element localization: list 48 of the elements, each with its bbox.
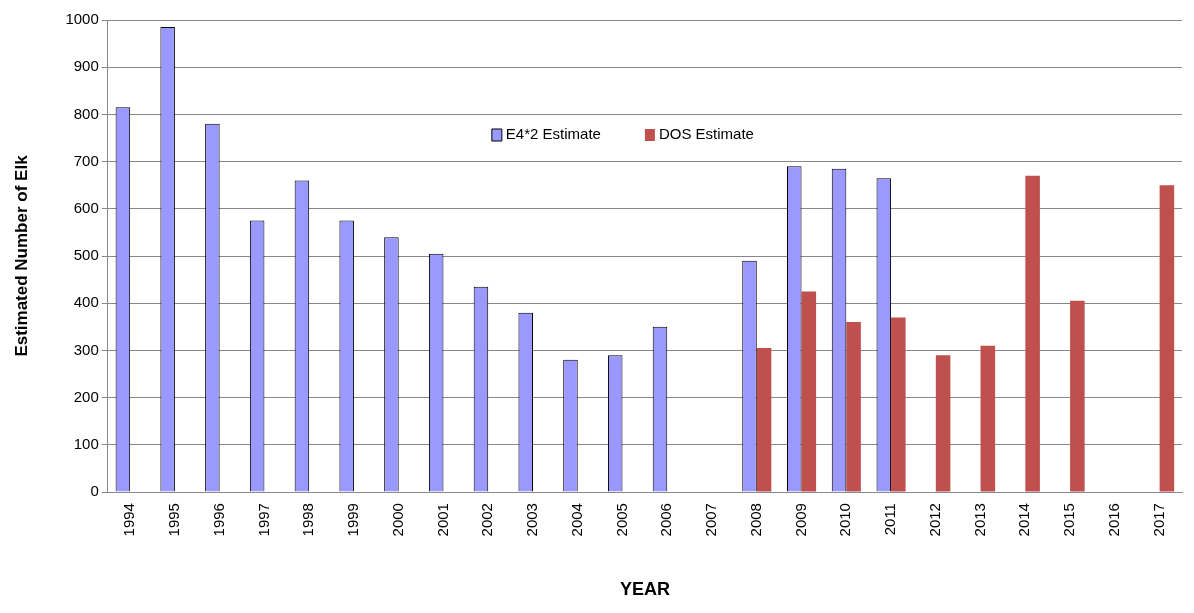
bar (756, 348, 772, 492)
x-tick-label: 2001 (433, 503, 451, 537)
y-tick-label: 100 (73, 434, 99, 452)
y-tick-label: 300 (73, 340, 99, 358)
bar (1159, 185, 1175, 492)
y-tick-label: 900 (73, 57, 99, 75)
bar (1025, 175, 1040, 492)
x-tick-label: 2005 (612, 503, 630, 537)
x-tick-label: 1998 (299, 503, 317, 537)
y-tick-label: 400 (73, 293, 99, 311)
x-tick-label: 2012 (925, 503, 943, 537)
x-tick-label: 1994 (120, 503, 138, 537)
x-tick-label: 1996 (209, 503, 227, 537)
x-tick-label: 2010 (836, 503, 854, 537)
x-tick-label: 1997 (254, 503, 272, 537)
bar (801, 291, 817, 492)
x-tick-label: 2007 (702, 503, 720, 537)
bar (891, 317, 906, 492)
x-tick-label: 2006 (657, 503, 675, 537)
x-tick-label: 2000 (388, 503, 406, 537)
x-tick-label: 2009 (791, 503, 809, 537)
x-tick-label: 2013 (970, 503, 988, 537)
y-tick-label: 1000 (65, 10, 99, 28)
bar (980, 345, 996, 492)
x-tick-label: 2003 (523, 503, 541, 537)
x-axis-title: YEAR (619, 579, 670, 600)
y-tick-label: 0 (90, 482, 99, 500)
legend-label: DOS Estimate (658, 125, 754, 143)
x-tick-label: 1999 (344, 503, 362, 537)
x-tick-label: 2008 (746, 503, 764, 537)
y-tick-label: 600 (73, 198, 99, 216)
y-tick-label: 700 (73, 151, 99, 169)
bar (846, 322, 861, 492)
bar (1070, 300, 1085, 492)
legend-label: E4*2 Estimate (505, 125, 601, 143)
bar (935, 355, 951, 492)
y-tick-label: 800 (73, 104, 99, 122)
x-tick-label: 2015 (1060, 503, 1078, 537)
x-tick-label: 2002 (478, 503, 496, 537)
y-tick-label: 200 (73, 387, 99, 405)
x-tick-label: 1995 (165, 503, 183, 537)
y-tick-label: 500 (73, 246, 99, 264)
x-tick-label: 2004 (567, 503, 585, 537)
x-tick-label: 2017 (1149, 503, 1167, 537)
y-axis-title: Estimated Number of Elk (11, 154, 31, 357)
x-tick-label: 2011 (881, 503, 899, 536)
x-tick-label: 2014 (1015, 503, 1033, 537)
x-tick-label: 2016 (1105, 503, 1122, 537)
